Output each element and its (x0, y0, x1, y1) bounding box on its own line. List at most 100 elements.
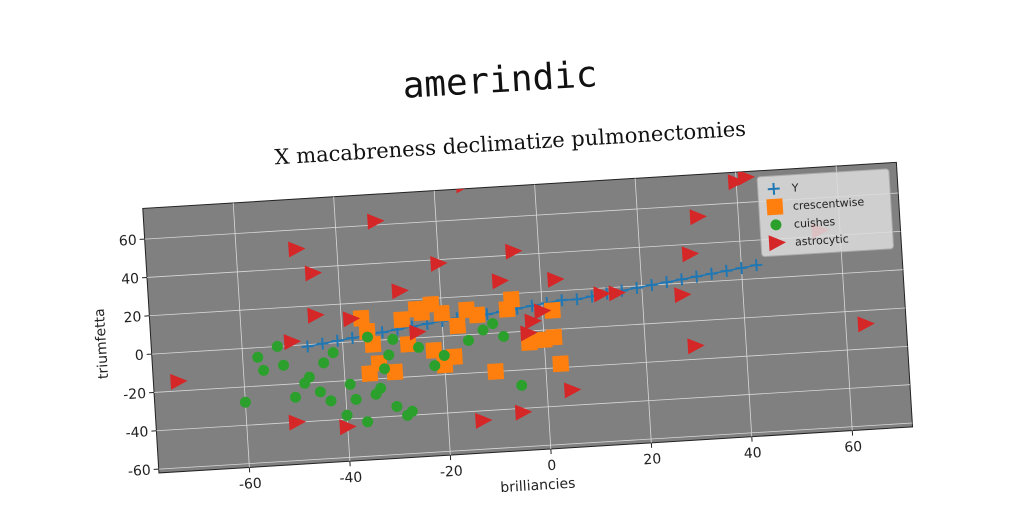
legend-label: Y (790, 181, 799, 194)
point (391, 283, 409, 300)
point (271, 340, 283, 352)
legend-label: crescentwise (792, 195, 864, 212)
point (767, 182, 780, 195)
point (327, 347, 339, 359)
point (463, 335, 475, 347)
point (563, 382, 582, 399)
x-tick-label: 60 (844, 439, 863, 456)
point (487, 318, 499, 330)
chart-title: X macabreness declimatize pulmonectomies (274, 117, 747, 170)
grid-line (735, 172, 753, 437)
x-tick-label: 40 (743, 445, 762, 462)
point (705, 267, 718, 280)
x-tick-label: -60 (239, 476, 263, 493)
point (645, 278, 658, 292)
point (516, 379, 528, 391)
x-tick-label: -40 (339, 470, 363, 487)
y-tick-label: -20 (123, 386, 147, 403)
point (409, 324, 427, 341)
point (630, 281, 643, 294)
point (239, 396, 251, 408)
point (593, 286, 611, 303)
point (344, 378, 356, 390)
grid-line (634, 178, 652, 443)
point (766, 198, 784, 216)
point (449, 317, 467, 335)
point (475, 412, 493, 429)
point (307, 307, 325, 324)
point (505, 243, 523, 260)
point (477, 324, 489, 336)
x-tick-label: -20 (439, 463, 463, 480)
point (498, 330, 510, 342)
point (304, 265, 323, 282)
point (524, 313, 542, 330)
point (383, 349, 395, 361)
point (735, 261, 748, 275)
point (288, 414, 307, 431)
point (750, 259, 763, 272)
point (361, 365, 379, 382)
point (687, 338, 705, 355)
point (425, 341, 443, 359)
point (314, 386, 326, 398)
grid-line (232, 202, 250, 468)
grid-line (154, 345, 908, 393)
point (487, 363, 505, 381)
point (533, 303, 552, 320)
point (303, 371, 315, 383)
legend-box (756, 168, 894, 258)
point (413, 341, 425, 353)
grid-line (158, 422, 913, 470)
y-tick-label: -60 (127, 463, 151, 480)
point (350, 393, 362, 405)
point (258, 364, 270, 376)
point (339, 419, 357, 436)
point (361, 331, 373, 343)
point (429, 360, 441, 372)
point (352, 309, 370, 327)
point (737, 169, 755, 186)
point (367, 213, 385, 230)
point (689, 209, 707, 226)
point (660, 276, 673, 289)
point (674, 287, 692, 304)
point (331, 334, 344, 347)
point (379, 363, 391, 375)
point (468, 306, 486, 324)
legend-label: astrocytic (795, 232, 849, 248)
point (283, 334, 302, 351)
y-tick-label: -40 (125, 424, 149, 441)
point (547, 271, 565, 288)
point (393, 311, 411, 329)
point (406, 405, 418, 417)
point (438, 349, 450, 361)
point (555, 294, 568, 307)
point (727, 174, 746, 191)
y-tick-label: 20 (123, 309, 142, 326)
point (387, 333, 399, 345)
point (316, 337, 329, 350)
point (318, 357, 330, 369)
point (170, 373, 188, 390)
x-tick-label: 0 (547, 458, 557, 475)
point (857, 316, 875, 333)
point (375, 382, 387, 394)
point (675, 273, 688, 286)
point (341, 409, 353, 421)
points (170, 169, 875, 436)
x-tick-label: 20 (643, 451, 662, 468)
point (346, 331, 359, 345)
point (552, 355, 570, 373)
point (608, 285, 626, 302)
legend-label: cuishes (794, 215, 836, 231)
y-tick-label: 0 (134, 348, 144, 365)
point (325, 395, 337, 407)
grid-line (534, 184, 552, 450)
grid-line (156, 384, 910, 432)
point (681, 246, 700, 263)
grid-line (149, 269, 903, 317)
point (277, 359, 289, 371)
